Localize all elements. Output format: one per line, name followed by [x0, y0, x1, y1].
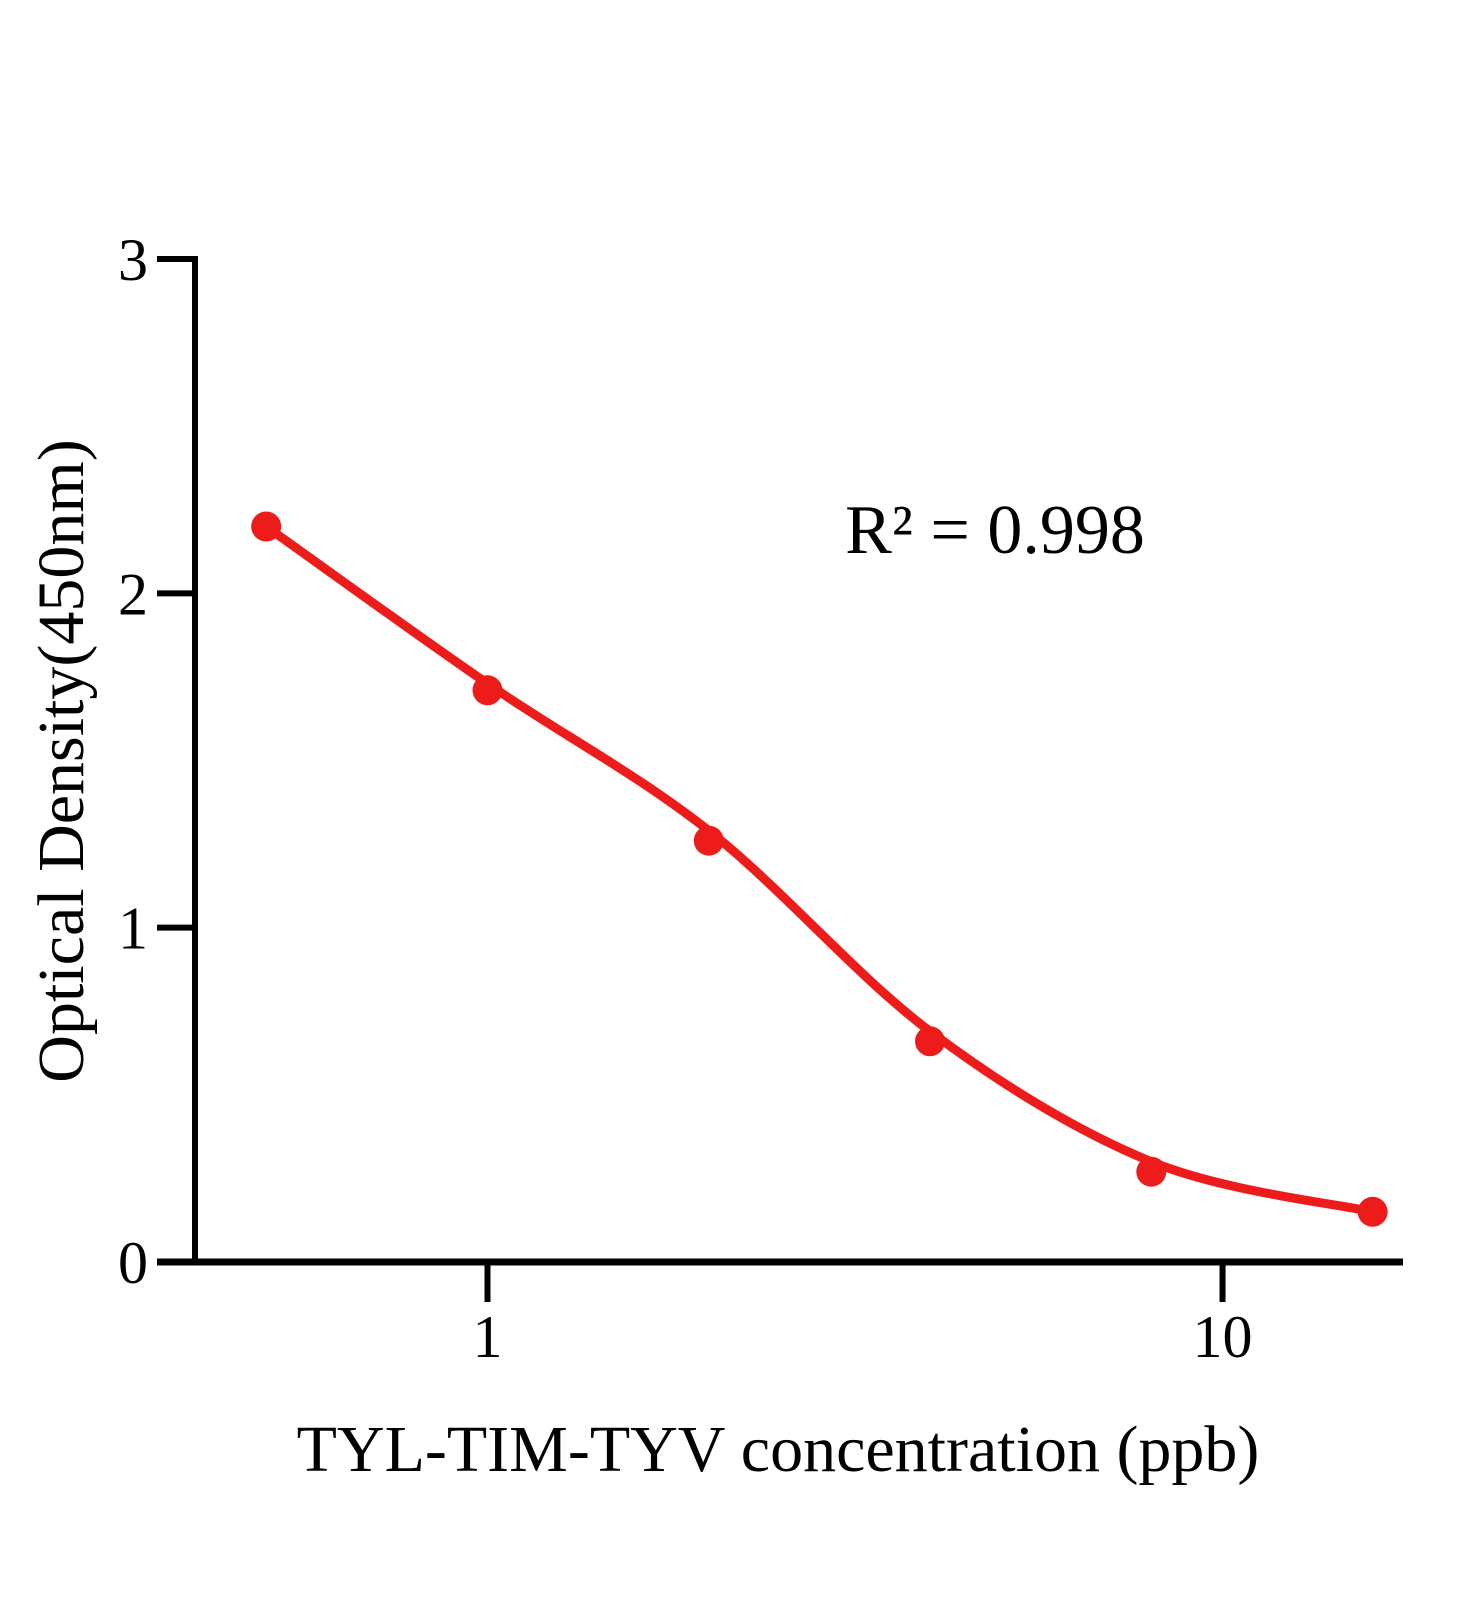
- x-tick-label: 10: [1193, 1304, 1253, 1370]
- data-point: [472, 675, 503, 706]
- data-point: [251, 511, 282, 542]
- y-tick-label: 3: [118, 227, 148, 293]
- y-tick-label: 2: [118, 561, 148, 627]
- x-axis-title: TYL-TIM-TYV concentration (ppb): [296, 1413, 1260, 1486]
- data-point: [1357, 1196, 1388, 1227]
- y-tick-label: 0: [118, 1230, 148, 1296]
- data-point: [1136, 1156, 1167, 1187]
- y-axis-title: Optical Density(450nm): [25, 439, 98, 1083]
- y-tick-label: 1: [118, 896, 148, 962]
- x-tick-label: 1: [473, 1304, 503, 1370]
- r-squared-annotation: R² = 0.998: [845, 492, 1145, 569]
- data-point: [915, 1026, 945, 1057]
- fit-curve: [261, 522, 1378, 1217]
- data-point: [693, 825, 724, 856]
